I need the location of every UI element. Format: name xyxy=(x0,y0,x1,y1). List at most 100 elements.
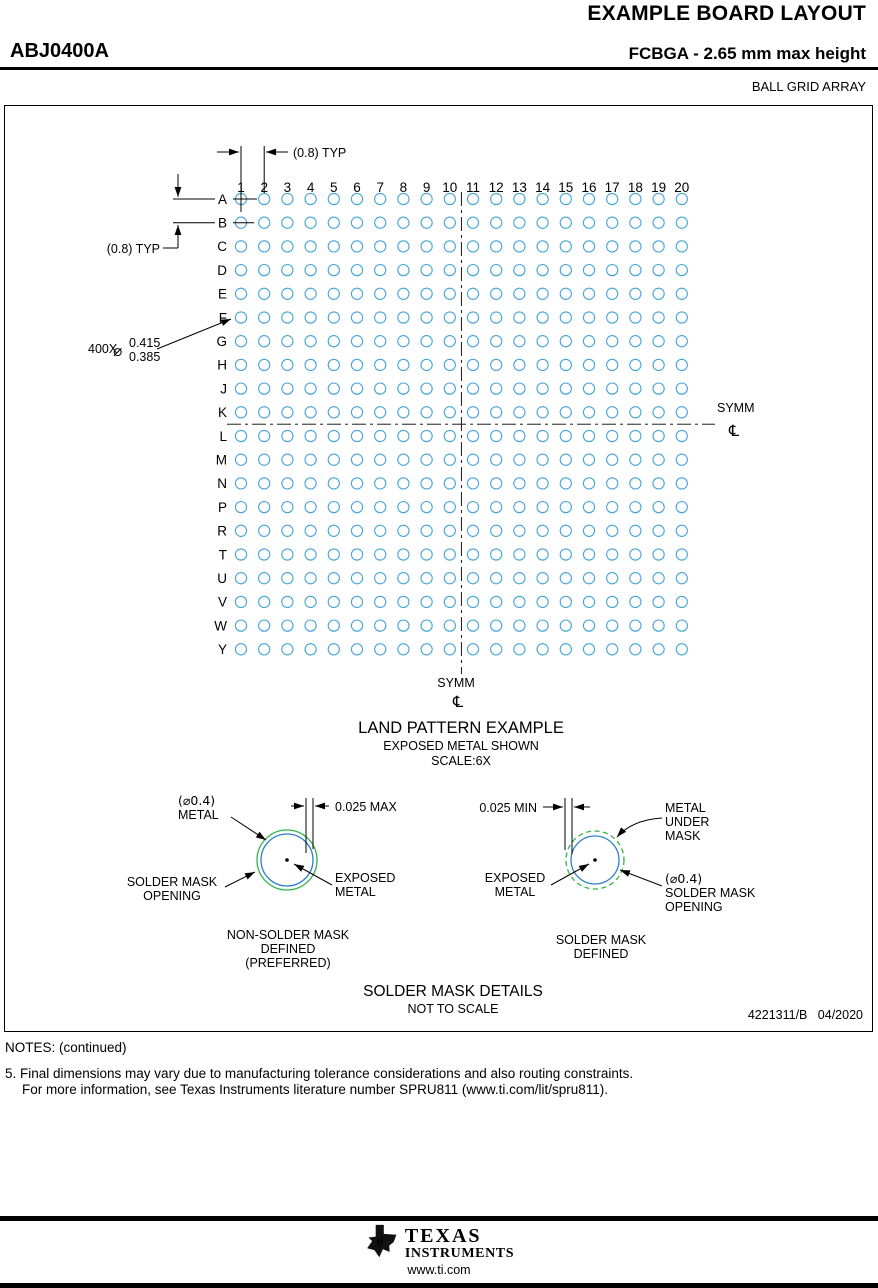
nsmd-metal-label-2: METAL xyxy=(178,808,219,822)
ball-pad-J7 xyxy=(374,382,387,395)
ball-pad-T1 xyxy=(234,548,248,561)
symm-label-bottom: SYMM xyxy=(437,676,475,690)
ball-pad-E8 xyxy=(397,287,410,300)
ball-pad-W9 xyxy=(420,619,433,632)
ball-pad-K13 xyxy=(513,406,526,419)
ball-pad-W18 xyxy=(629,619,642,632)
ball-pad-G3 xyxy=(281,335,294,348)
column-label: 19 xyxy=(651,180,666,195)
ball-pad-G4 xyxy=(304,335,317,348)
details-subtitle: NOT TO SCALE xyxy=(407,1002,498,1016)
ball-pad-Y13 xyxy=(513,643,526,656)
nsmd-center-dot xyxy=(285,858,289,862)
column-label: 14 xyxy=(535,180,551,195)
ball-pad-K8 xyxy=(397,406,410,419)
ball-pad-C19 xyxy=(652,240,665,253)
ball-pad-L17 xyxy=(606,429,619,443)
column-label: 20 xyxy=(674,180,689,195)
ball-pad-Y7 xyxy=(374,643,387,656)
ball-pad-E2 xyxy=(258,287,271,300)
ball-pad-F15 xyxy=(559,311,572,324)
column-label: 5 xyxy=(330,180,338,195)
ball-pad-W8 xyxy=(397,619,410,632)
notes-heading: NOTES: (continued) xyxy=(5,1040,127,1055)
ball-pad-G10 xyxy=(443,335,456,348)
ball-pad-A20 xyxy=(675,192,688,206)
ball-pad-A9 xyxy=(420,192,433,206)
ball-pad-U4 xyxy=(304,572,317,585)
ball-pad-H15 xyxy=(559,358,572,372)
smd-metal-label-2: UNDER xyxy=(665,815,709,829)
ball-pad-A6 xyxy=(350,192,364,206)
ball-pad-C2 xyxy=(258,240,271,253)
ball-pad-D1 xyxy=(234,263,248,277)
ball-pad-A2 xyxy=(258,192,271,206)
row-label: L xyxy=(219,429,227,444)
ball-pad-Y6 xyxy=(350,643,364,656)
ball-pad-W20 xyxy=(675,619,688,632)
ball-pad-B15 xyxy=(559,216,572,229)
ball-pad-F17 xyxy=(606,311,619,324)
ball-pad-B6 xyxy=(350,216,364,229)
ball-pad-P14 xyxy=(536,500,549,514)
ball-pad-T13 xyxy=(513,548,526,561)
ball-pad-C14 xyxy=(536,240,549,253)
ball-grid xyxy=(234,192,688,656)
ball-pad-U10 xyxy=(443,572,456,585)
ball-pad-B7 xyxy=(374,216,387,229)
ball-pad-A17 xyxy=(606,192,619,206)
ball-pad-G18 xyxy=(629,335,642,348)
ball-pad-K12 xyxy=(490,406,503,419)
ball-pad-A15 xyxy=(559,192,572,206)
ball-pad-G5 xyxy=(327,335,340,348)
smd-metal-label-1: METAL xyxy=(665,801,706,815)
ball-pad-A4 xyxy=(304,192,317,206)
ball-pad-E1 xyxy=(234,287,248,300)
ball-pad-V2 xyxy=(258,595,271,609)
ball-pad-H4 xyxy=(304,358,317,372)
ball-pad-T5 xyxy=(327,548,340,561)
ball-pad-R2 xyxy=(258,524,271,537)
ball-pad-H19 xyxy=(652,358,665,372)
ball-pad-M10 xyxy=(443,453,456,466)
smd-opening-label-3: OPENING xyxy=(665,900,723,914)
nsmd-caption-3: (PREFERRED) xyxy=(245,956,330,970)
nsmd-caption-2: DEFINED xyxy=(261,942,316,956)
ball-pad-M12 xyxy=(490,453,503,466)
leader-arrow xyxy=(156,318,232,350)
ball-pad-F10 xyxy=(443,311,456,324)
footer-rule-bottom xyxy=(0,1283,878,1288)
ball-pad-E20 xyxy=(675,287,688,300)
centerlines xyxy=(227,192,715,674)
nsmd-detail: 0.025 MAX (⌀0.4) METAL SOLDER MASK OPENI… xyxy=(127,793,398,970)
ball-pad-R20 xyxy=(675,524,688,537)
ball-pad-B18 xyxy=(629,216,642,229)
ball-pad-E6 xyxy=(350,287,364,300)
ball-pad-J1 xyxy=(234,382,248,395)
ball-pad-U19 xyxy=(652,572,665,585)
ball-pad-R10 xyxy=(443,524,456,537)
ball-pad-M7 xyxy=(374,453,387,466)
column-label: 10 xyxy=(442,180,457,195)
ball-pad-N6 xyxy=(350,477,364,490)
ball-pad-K9 xyxy=(420,406,433,419)
ball-pad-W4 xyxy=(304,619,317,632)
ball-pad-E17 xyxy=(606,287,619,300)
ball-pad-C17 xyxy=(606,240,619,253)
ball-pad-D18 xyxy=(629,263,642,277)
ball-pad-K17 xyxy=(606,406,619,419)
ball-pad-H14 xyxy=(536,358,549,372)
ball-pad-W16 xyxy=(582,619,596,632)
ball-pad-A12 xyxy=(490,192,503,206)
land-pattern-caption: LAND PATTERN EXAMPLE EXPOSED METAL SHOWN… xyxy=(358,719,564,768)
ball-pad-T19 xyxy=(652,548,665,561)
ball-pad-V17 xyxy=(606,595,619,609)
ball-pad-K1 xyxy=(234,406,248,419)
note-5-line2: For more information, see Texas Instrume… xyxy=(22,1082,608,1097)
leader-arrow xyxy=(619,869,663,887)
ball-pad-J18 xyxy=(629,382,642,395)
ball-pad-D11 xyxy=(466,263,480,277)
ball-pad-F20 xyxy=(675,311,688,324)
ball-pad-V3 xyxy=(281,595,294,609)
ball-pad-B20 xyxy=(675,216,688,229)
